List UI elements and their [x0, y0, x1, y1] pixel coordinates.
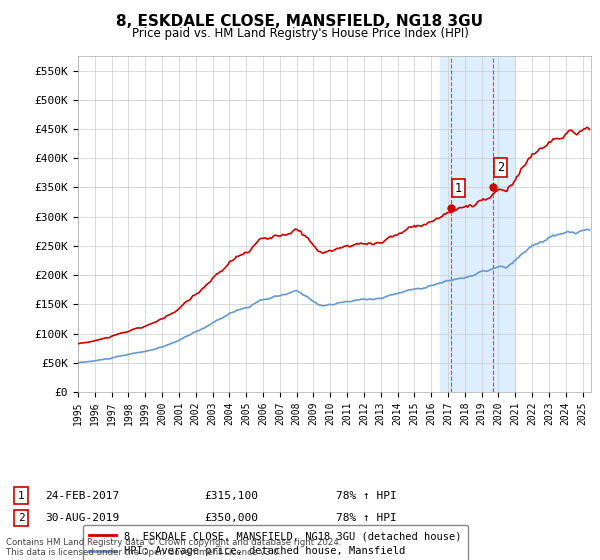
Text: 1: 1: [17, 491, 25, 501]
Legend: 8, ESKDALE CLOSE, MANSFIELD, NG18 3GU (detached house), HPI: Average price, deta: 8, ESKDALE CLOSE, MANSFIELD, NG18 3GU (d…: [83, 525, 467, 560]
Text: 24-FEB-2017: 24-FEB-2017: [45, 491, 119, 501]
Bar: [440, 56, 515, 392]
Text: Price paid vs. HM Land Registry's House Price Index (HPI): Price paid vs. HM Land Registry's House …: [131, 27, 469, 40]
Text: 2: 2: [17, 513, 25, 523]
Text: 30-AUG-2019: 30-AUG-2019: [45, 513, 119, 523]
Text: 2: 2: [497, 161, 504, 174]
Text: Contains HM Land Registry data © Crown copyright and database right 2024.
This d: Contains HM Land Registry data © Crown c…: [6, 538, 341, 557]
Text: 78% ↑ HPI: 78% ↑ HPI: [336, 491, 397, 501]
Text: 8, ESKDALE CLOSE, MANSFIELD, NG18 3GU: 8, ESKDALE CLOSE, MANSFIELD, NG18 3GU: [116, 14, 484, 29]
Text: £315,100: £315,100: [204, 491, 258, 501]
Text: 1: 1: [455, 181, 462, 194]
Text: 78% ↑ HPI: 78% ↑ HPI: [336, 513, 397, 523]
Text: £350,000: £350,000: [204, 513, 258, 523]
